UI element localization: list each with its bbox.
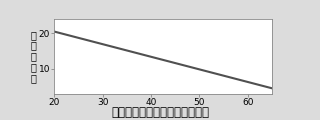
Point xyxy=(148,50,154,52)
Point xyxy=(226,71,231,73)
Point xyxy=(139,54,144,56)
Point xyxy=(221,78,226,80)
Point xyxy=(187,71,192,73)
Point xyxy=(197,68,202,70)
Point xyxy=(202,75,207,77)
Point xyxy=(173,64,178,66)
Point xyxy=(115,54,120,56)
Point xyxy=(163,64,168,66)
Point xyxy=(182,61,188,63)
Point xyxy=(207,71,212,73)
Text: 年齢とともに減少する成長因子: 年齢とともに減少する成長因子 xyxy=(111,106,209,119)
Point xyxy=(100,57,105,59)
Point xyxy=(91,47,96,48)
Point xyxy=(153,61,158,63)
Point xyxy=(134,47,139,48)
Point xyxy=(260,82,265,84)
Point xyxy=(124,50,130,52)
Point xyxy=(95,54,100,56)
Point xyxy=(76,32,81,34)
Point xyxy=(192,64,197,66)
Point xyxy=(245,71,250,73)
Point xyxy=(255,75,260,77)
Point xyxy=(250,78,255,80)
Point xyxy=(91,36,96,38)
Point xyxy=(144,61,149,63)
Point xyxy=(66,25,71,27)
Point xyxy=(81,43,86,45)
Point xyxy=(105,50,110,52)
Point xyxy=(76,39,81,41)
Point xyxy=(86,50,91,52)
Point xyxy=(236,75,241,77)
Point xyxy=(231,82,236,84)
Point xyxy=(158,54,163,56)
Y-axis label: 成
長
因
子
量: 成 長 因 子 量 xyxy=(30,30,36,83)
Point xyxy=(212,78,217,80)
Point xyxy=(71,29,76,31)
Point xyxy=(129,57,134,59)
Point xyxy=(168,57,173,59)
Point xyxy=(178,68,183,70)
Point xyxy=(216,75,221,77)
Point xyxy=(61,36,67,38)
Point xyxy=(148,57,154,59)
Point xyxy=(100,47,105,48)
Point xyxy=(110,39,115,41)
